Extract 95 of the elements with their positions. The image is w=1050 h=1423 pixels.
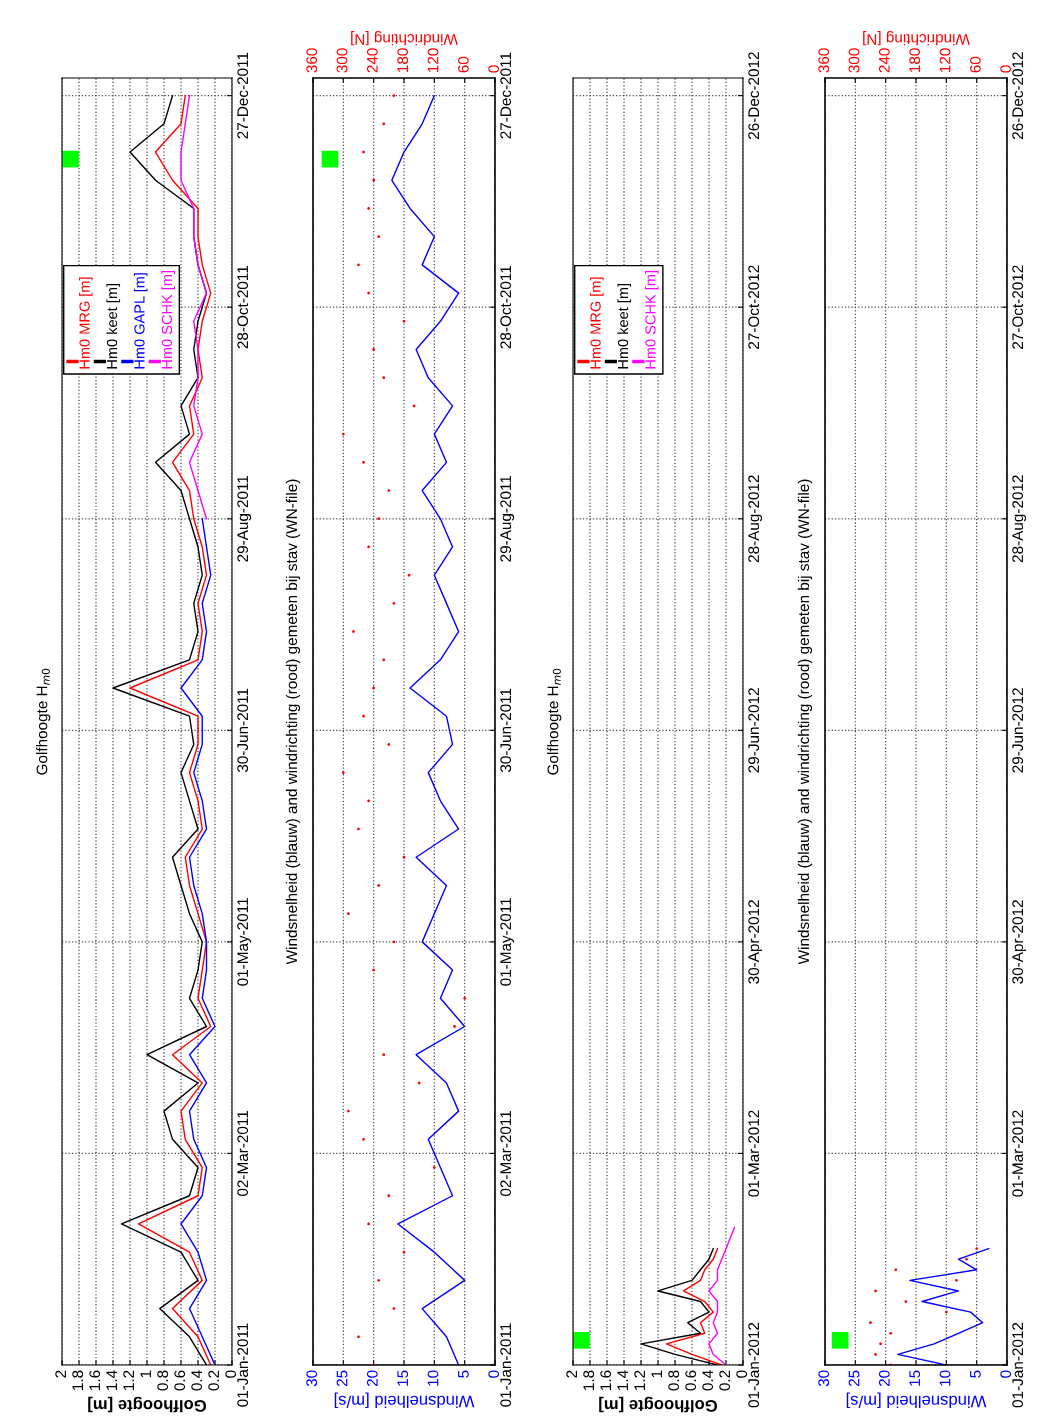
y-tick-label: 01-Mar-2012 [748, 1110, 760, 1197]
text: Hm0 GAPL [m] [133, 273, 148, 369]
text: Hm0 SCHK [m] [161, 271, 175, 369]
y-tick-label: 29-Aug-2011 [237, 475, 252, 562]
y-tick-label: 26-Dec-2012 [1012, 52, 1024, 140]
y-tick-label: 27-Oct-2012 [1012, 265, 1024, 349]
x-tick-label: 2 [566, 1370, 577, 1378]
x-tick-label: 30 [306, 1370, 318, 1387]
y-tick-label: 02-Mar-2011 [237, 1111, 249, 1197]
text: Hm0 MRG [m] [590, 277, 604, 369]
y-tick-label: 26-Dec-2012 [748, 52, 760, 140]
text: Windsnelheid (blauw) and windrichting (rood) gemeten bij stav (WN-file) [797, 479, 813, 965]
y-tick-label: 29-Jun-2012 [748, 688, 760, 773]
x-tick-label: 1.2 [123, 1370, 134, 1390]
x-tick-label: 0.6 [174, 1370, 186, 1391]
y-tick-label: 01-Jan-2011 [500, 1323, 512, 1407]
x2-tick-label: 300 [336, 48, 348, 73]
x-tick-label: 10 [939, 1370, 951, 1386]
y-tick-label: 27-Dec-2011 [500, 52, 512, 139]
y-tick-label: 29-Aug-2011 [500, 475, 515, 562]
y-tick-label: 01-Jan-2012 [748, 1322, 760, 1408]
text: Hm0 SCHK [m] [644, 271, 659, 369]
text: Hm0 keet [m] [106, 283, 121, 369]
y-tick-label: 27-Oct-2012 [748, 265, 760, 349]
y-tick-label: 30-Jun-2011 [237, 688, 249, 773]
x-tick-label: 0 [488, 1370, 500, 1378]
x-tick-label: 1.4 [106, 1370, 117, 1390]
x-tick-label: 0.8 [157, 1370, 169, 1391]
y-tick-label: 28-Aug-2012 [748, 475, 763, 563]
x-tick-label: 0.2 [719, 1370, 731, 1391]
y-tick-label: 30-Apr-2012 [1012, 900, 1027, 984]
y-tick-label: 01-May-2011 [500, 898, 515, 986]
x2-tick-label: 300 [848, 48, 860, 73]
x-axis-title: Windsnelheid [m/s] [334, 1392, 475, 1408]
y-tick-label: 02-Mar-2011 [500, 1111, 512, 1197]
x-tick-label: 0 [1000, 1370, 1012, 1378]
x-tick-label: 25 [336, 1370, 348, 1387]
x2-axis-title: Windrichting [N] [863, 31, 970, 46]
x-tick-label: 1.8 [72, 1370, 84, 1390]
x-tick-label: 1.8 [583, 1370, 595, 1390]
x2-tick-label: 60 [457, 56, 469, 73]
y-tick-label: 30-Jun-2011 [500, 688, 512, 773]
y-tick-label: 01-May-2011 [237, 898, 252, 986]
x-tick-label: 0.8 [668, 1370, 680, 1391]
y-tick-label: 01-Jan-2012 [1012, 1322, 1024, 1408]
text: Windsnelheid (blauw) and windrichting (rood) gemeten bij stav (WN-file) [285, 479, 301, 965]
x-tick-label: 15 [397, 1370, 409, 1386]
y-tick-label: 28-Oct-2011 [237, 266, 249, 349]
x-tick-label: 1.6 [600, 1370, 612, 1390]
x-tick-label: 5 [458, 1370, 469, 1378]
x-tick-label: 30 [818, 1370, 830, 1387]
x2-axis-title: Windrichting [N] [351, 31, 458, 46]
x2-tick-label: 0 [1000, 65, 1012, 73]
x-axis-title: Golfhoogte [m] [599, 1396, 718, 1413]
x2-tick-label: 120 [939, 48, 951, 72]
x2-tick-label: 0 [488, 65, 500, 73]
y-tick-label: 29-Jun-2012 [1012, 688, 1024, 773]
x2-tick-label: 180 [909, 48, 921, 72]
x2-tick-label: 240 [366, 48, 378, 73]
x-tick-label: 15 [909, 1370, 921, 1386]
x-tick-label: 2 [55, 1370, 66, 1378]
x-tick-label: 20 [878, 1370, 890, 1387]
y-tick-label: 28-Aug-2012 [1012, 475, 1027, 563]
text: Golfhoogte H$_{m0}$ [547, 668, 562, 775]
x-axis-title: Windsnelheid [m/s] [846, 1392, 987, 1408]
y-tick-label: 28-Oct-2011 [500, 266, 512, 349]
x-tick-label: 1.6 [89, 1370, 101, 1390]
text: Golfhoogte H$_{m0}$ [36, 668, 51, 775]
text: Hm0 MRG [m] [79, 277, 93, 369]
x-tick-label: 1 [651, 1370, 662, 1378]
y-tick-label: 01-Jan-2011 [237, 1323, 249, 1407]
x2-tick-label: 180 [397, 48, 409, 72]
x-tick-label: 20 [366, 1370, 378, 1387]
x-tick-label: 0.4 [191, 1370, 203, 1391]
x2-tick-label: 240 [878, 48, 890, 73]
x-tick-label: 1 [140, 1370, 151, 1378]
y-tick-label: 30-Apr-2012 [748, 900, 763, 984]
x-tick-label: 0 [736, 1370, 748, 1378]
x-tick-label: 1.4 [617, 1370, 628, 1390]
x-tick-label: 5 [970, 1370, 981, 1378]
x-tick-label: 10 [427, 1370, 439, 1386]
x2-tick-label: 60 [969, 56, 981, 73]
x-tick-label: 0.2 [208, 1370, 220, 1391]
x-axis-title: Golfhoogte [m] [88, 1396, 207, 1413]
x-tick-label: 25 [848, 1370, 860, 1387]
x-tick-label: 1.2 [634, 1370, 645, 1390]
x2-tick-label: 360 [306, 48, 318, 73]
x2-tick-label: 360 [818, 48, 830, 73]
text: Hm0 keet [m] [617, 283, 632, 369]
y-tick-label: 27-Dec-2011 [237, 52, 249, 139]
x-tick-label: 0.4 [702, 1370, 714, 1391]
y-tick-label: 01-Mar-2012 [1012, 1110, 1024, 1197]
x-tick-label: 0 [225, 1370, 237, 1378]
x2-tick-label: 120 [427, 48, 439, 72]
x-tick-label: 0.6 [685, 1370, 697, 1391]
